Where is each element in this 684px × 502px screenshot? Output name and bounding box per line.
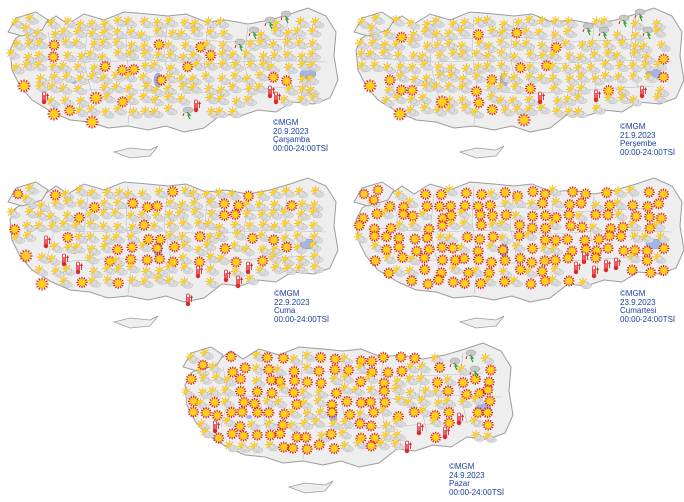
map-caption: ©MGM 24.9.2023 Pazar 00:00-24:00TSİ <box>449 463 504 497</box>
forecast-period: 00:00-24:00TSİ <box>449 489 504 498</box>
cyprus-island <box>114 146 158 158</box>
forecast-map-panel: ©MGM 23.9.2023 Cumartesi 00:00-24:00TSİ <box>354 172 684 337</box>
forecast-map-panel: ©MGM 21.9.2023 Perşembe 00:00-24:00TSİ <box>354 2 684 167</box>
map-caption: ©MGM 20.9.2023 Çarşamba 00:00-24:00TSİ <box>273 119 328 153</box>
forecast-period: 00:00-24:00TSİ <box>620 316 675 325</box>
cyprus-island <box>460 146 504 158</box>
forecast-map-panel: ©MGM 22.9.2023 Cuma 00:00-24:00TSİ <box>8 172 338 337</box>
cyprus-island <box>114 316 158 328</box>
forecast-period: 00:00-24:00TSİ <box>273 145 328 154</box>
forecast-period: 00:00-24:00TSİ <box>620 149 675 158</box>
map-caption: ©MGM 23.9.2023 Cumartesi 00:00-24:00TSİ <box>620 290 675 324</box>
sunny-icon <box>35 277 48 290</box>
forecast-map-panel: ©MGM 20.9.2023 Çarşamba 00:00-24:00TSİ <box>8 2 338 167</box>
forecast-period: 00:00-24:00TSİ <box>274 316 329 325</box>
map-caption: ©MGM 22.9.2023 Cuma 00:00-24:00TSİ <box>274 290 329 324</box>
forecast-map-panel: ©MGM 24.9.2023 Pazar 00:00-24:00TSİ <box>183 337 513 502</box>
map-caption: ©MGM 21.9.2023 Perşembe 00:00-24:00TSİ <box>620 123 675 157</box>
cyprus-island <box>289 481 333 493</box>
lake-egirdir <box>246 415 252 419</box>
cyprus-island <box>460 316 504 328</box>
